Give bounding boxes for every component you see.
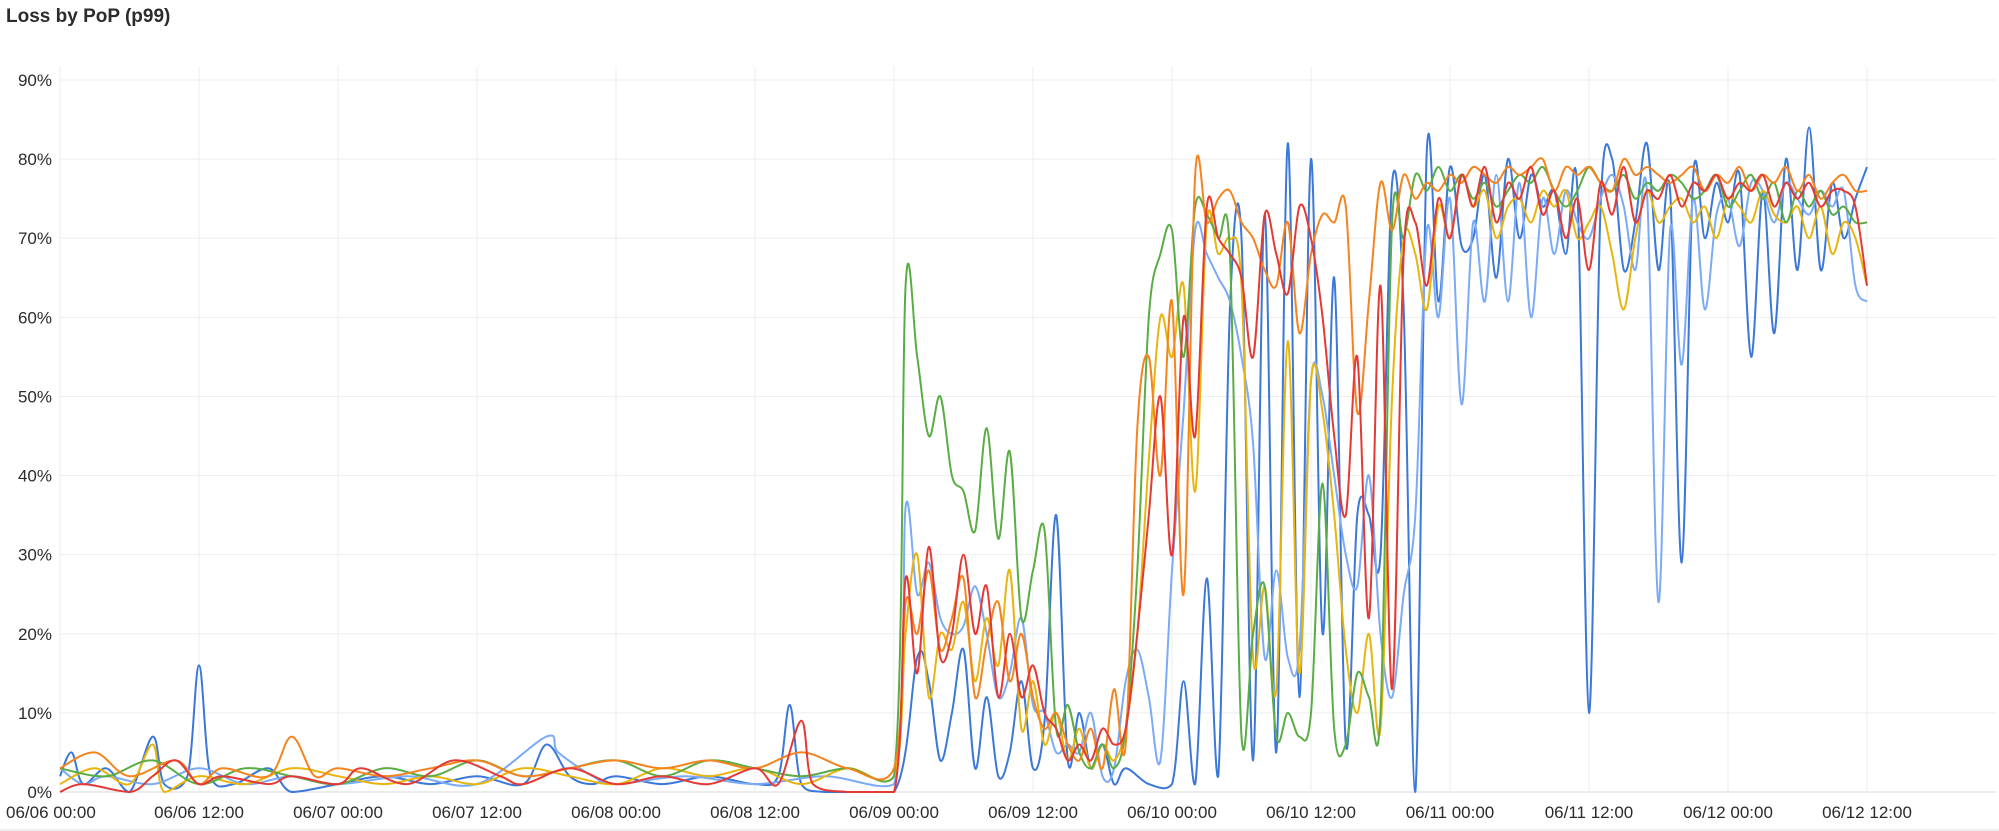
x-tick-label: 06/08 12:00 [710,803,800,822]
chart-title: Loss by PoP (p99) [6,6,171,27]
x-tick-label: 06/12 00:00 [1683,803,1773,822]
y-tick-label: 50% [18,387,52,406]
y-tick-label: 40% [18,467,52,486]
x-tick-label: 06/12 12:00 [1822,803,1912,822]
x-tick-label: 06/08 00:00 [571,803,661,822]
x-tick-label: 06/09 12:00 [988,803,1078,822]
y-tick-label: 30% [18,546,52,565]
series-line-5[interactable] [59,154,1868,786]
grid-lines [0,66,1999,831]
x-tick-label: 06/07 00:00 [293,803,383,822]
y-tick-label: 80% [18,150,52,169]
y-tick-label: 20% [18,625,52,644]
x-tick-label: 06/07 12:00 [432,803,522,822]
series-line-4[interactable] [59,166,1868,786]
x-tick-label: 06/11 00:00 [1406,803,1495,822]
y-tick-label: 10% [18,704,52,723]
y-tick-label: 90% [18,71,52,90]
x-tick-label: 06/06 00:00 [6,803,96,822]
series-line-2[interactable] [59,173,1868,788]
y-tick-label: 60% [18,308,52,327]
y-tick-label: 0% [27,783,52,802]
series-line-6[interactable] [59,165,1868,794]
x-axis: 06/06 00:00 06/06 12:00 06/07 00:00 06/07 1… [6,803,1912,822]
y-axis: 0% 10% 20% 30% 40% 50% 60% 70% 80% 90% [18,71,52,802]
series-line-1[interactable] [59,126,1868,794]
x-tick-label: 06/10 00:00 [1127,803,1217,822]
x-tick-label: 06/06 12:00 [154,803,244,822]
series-lines [59,126,1868,794]
x-tick-label: 06/10 12:00 [1266,803,1356,822]
x-tick-label: 06/09 00:00 [849,803,939,822]
x-tick-label: 06/11 12:00 [1545,803,1634,822]
y-tick-label: 70% [18,229,52,248]
